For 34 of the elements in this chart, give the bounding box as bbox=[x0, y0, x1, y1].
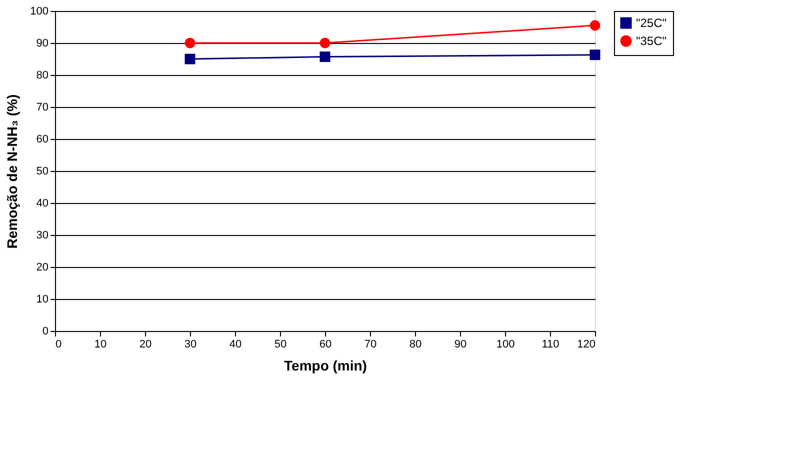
x-tick-label: 90 bbox=[454, 338, 467, 350]
x-tick-label: 60 bbox=[319, 338, 332, 350]
y-tick-label: 80 bbox=[36, 70, 48, 82]
x-tick-label: 30 bbox=[184, 338, 197, 350]
y-tick-label: 60 bbox=[36, 134, 48, 146]
x-tick-label: 20 bbox=[139, 338, 152, 350]
x-tick-label: 80 bbox=[409, 338, 422, 350]
point bbox=[590, 20, 600, 31]
y-tick-label: 50 bbox=[36, 166, 48, 178]
y-axis-title: Remoção de N-NH₃ (%) bbox=[4, 94, 20, 249]
point bbox=[590, 50, 600, 60]
x-tick-label: 10 bbox=[94, 338, 107, 350]
point bbox=[184, 54, 196, 64]
x-tick-label: 70 bbox=[364, 338, 377, 350]
x-tick-label: 100 bbox=[496, 338, 515, 350]
y-tick-label: 90 bbox=[36, 38, 48, 50]
point bbox=[184, 38, 196, 48]
y-tick-label: 70 bbox=[36, 102, 48, 114]
x-tick-label: 110 bbox=[542, 338, 560, 350]
y-tick-label: 30 bbox=[36, 230, 48, 242]
y-tick-label: 40 bbox=[36, 198, 48, 210]
y-tick-label: 10 bbox=[36, 294, 48, 306]
x-axis-title: Tempo (min) bbox=[284, 358, 367, 374]
x-tick-label: 0 bbox=[56, 338, 62, 350]
x-tick-label: 120 bbox=[577, 338, 596, 350]
legend-label: "25C" bbox=[636, 16, 667, 30]
y-tick-label: 100 bbox=[30, 6, 48, 18]
point bbox=[320, 38, 330, 48]
y-tick-label: 20 bbox=[36, 262, 48, 274]
x-tick-label: 50 bbox=[274, 338, 287, 350]
y-tick-label: 0 bbox=[42, 326, 48, 338]
point bbox=[320, 52, 330, 62]
x-tick-label: 40 bbox=[229, 338, 242, 350]
legend-label: "35C" bbox=[636, 34, 667, 48]
